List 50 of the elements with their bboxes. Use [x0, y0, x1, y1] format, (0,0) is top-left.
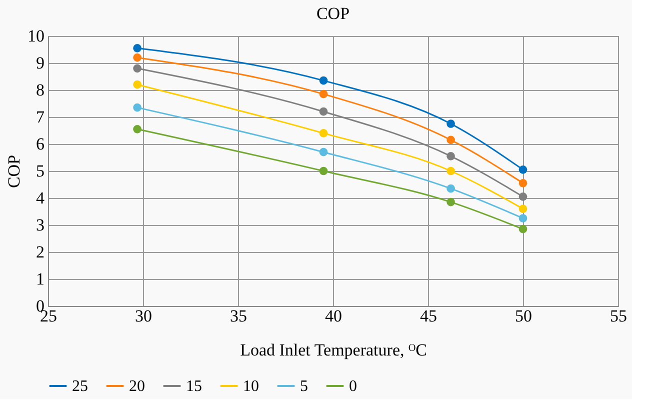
point: [446, 136, 455, 144]
point: [319, 76, 328, 85]
point: [319, 148, 328, 156]
point: [518, 224, 528, 234]
point: [446, 166, 455, 176]
y-tick-label: 8: [36, 80, 44, 100]
y-axis-title: COP: [4, 154, 24, 188]
point: [133, 124, 142, 134]
y-tick-label: 5: [36, 162, 44, 180]
x-tick-label: 40: [325, 306, 342, 326]
point: [319, 166, 328, 176]
x-tick-label: 55: [610, 306, 627, 326]
point: [446, 184, 455, 193]
point: [518, 204, 528, 213]
x-tick-label: 30: [135, 306, 152, 326]
y-tick-label: 1: [36, 270, 44, 288]
point: [133, 64, 142, 73]
point: [319, 90, 328, 98]
legend-label: 5: [300, 378, 308, 395]
point: [133, 80, 142, 89]
y-tick-label: 6: [36, 134, 44, 154]
legend-label: 15: [186, 378, 202, 395]
y-tick-label: 7: [36, 108, 45, 126]
legend-label: 0: [349, 378, 357, 395]
y-tick-label: 2: [36, 242, 44, 262]
point: [518, 178, 528, 188]
point: [133, 103, 142, 112]
x-tick-label: 45: [420, 306, 437, 326]
y-tick-label: 10: [28, 26, 44, 46]
legend-label: 20: [129, 378, 145, 395]
x-tick-label: 50: [515, 306, 532, 326]
legend-label: 10: [243, 378, 259, 395]
point: [518, 165, 528, 174]
y-tick-label: 0: [36, 296, 44, 316]
point: [446, 198, 455, 206]
point: [319, 129, 328, 138]
point: [446, 120, 455, 128]
y-tick-label: 4: [36, 188, 45, 208]
y-tick-label: 9: [36, 54, 44, 72]
point: [133, 53, 142, 62]
point: [319, 107, 328, 116]
chart-title: COP: [316, 4, 350, 23]
point: [133, 44, 142, 52]
legend-label: 25: [72, 378, 88, 395]
point: [518, 192, 528, 201]
point: [446, 152, 455, 160]
x-tick-label: 35: [230, 306, 247, 326]
x-axis-title: Load Inlet Temperature, ᴼC: [240, 340, 427, 360]
point: [518, 214, 528, 222]
y-tick-label: 3: [36, 216, 44, 234]
